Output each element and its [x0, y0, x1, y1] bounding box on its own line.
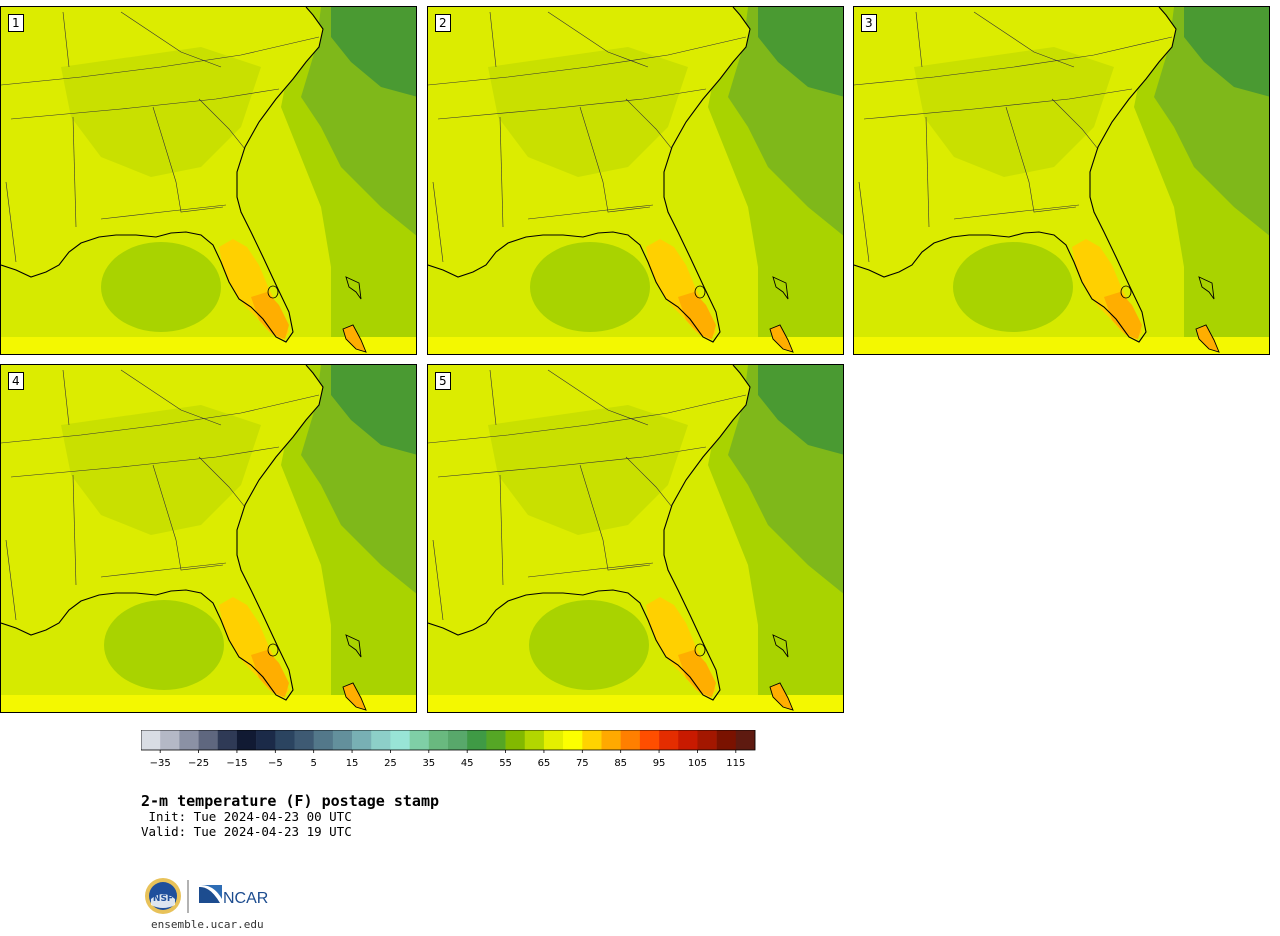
map-panel-1: 1	[0, 6, 417, 355]
colorbar-segment	[735, 730, 756, 750]
temperature-map	[428, 365, 843, 712]
colorbar-segment	[198, 730, 219, 750]
colorbar-segment	[582, 730, 602, 750]
colorbar-segment	[236, 730, 257, 750]
colorbar-segment	[448, 730, 468, 750]
colorbar-tick-label: 105	[688, 758, 707, 769]
colorbar-tick-label: 45	[461, 758, 474, 769]
map-layers	[1, 365, 416, 712]
panel-number-label: 1	[8, 14, 24, 32]
colorbar-segment	[697, 730, 717, 750]
colorbar-segment	[639, 730, 660, 750]
colorbar-segment	[179, 730, 199, 750]
map-panel-5: 5	[427, 364, 844, 713]
panel-number-label: 5	[435, 372, 451, 390]
colorbar-segment	[486, 730, 506, 750]
temperature-colorbar: −35 −25 −15 −5 5 15 25 35 45 55 65 75 85 95 105 115	[141, 730, 756, 769]
logos: NSF NCAR	[145, 878, 268, 914]
colorbar-segment	[332, 730, 353, 750]
colorbar-segment	[601, 730, 621, 750]
temperature-map	[1, 365, 416, 712]
colorbar-tick-label: 5	[311, 758, 317, 769]
map-layers	[428, 365, 843, 712]
colorbar-tick-label: 85	[614, 758, 627, 769]
chart-title: 2-m temperature (F) postage stamp	[141, 792, 440, 810]
colorbar-segment	[620, 730, 641, 750]
colorbar-segment	[256, 730, 276, 750]
colorbar-segment	[428, 730, 449, 750]
colorbar-segment	[409, 730, 430, 750]
colorbar-segment	[467, 730, 487, 750]
colorbar-segment	[313, 730, 334, 750]
colorbar-segment	[294, 730, 314, 750]
colorbar-tick-label: −5	[268, 758, 283, 769]
colorbar-segment	[275, 730, 295, 750]
colorbar-tick-label: 25	[384, 758, 397, 769]
site-url: ensemble.ucar.edu	[151, 918, 264, 931]
map-layers	[428, 7, 843, 354]
colorbar-tick-label: 75	[576, 758, 589, 769]
panel-number-label: 4	[8, 372, 24, 390]
colorbar-tick-label: 65	[538, 758, 551, 769]
colorbar-segment	[563, 730, 583, 750]
colorbar-tick-label: 35	[422, 758, 435, 769]
valid-time-line: Valid: Tue 2024-04-23 19 UTC	[141, 824, 352, 839]
map-panel-4: 4	[0, 364, 417, 713]
colorbar-tick-label: 95	[653, 758, 666, 769]
map-panel-3: 3	[853, 6, 1270, 355]
colorbar-tick-label: −15	[226, 758, 247, 769]
temperature-map	[428, 7, 843, 354]
panel-number-label: 3	[861, 14, 877, 32]
colorbar-segment	[659, 730, 679, 750]
colorbar-tick-label: −25	[188, 758, 209, 769]
panel-number-label: 2	[435, 14, 451, 32]
colorbar-segment	[524, 730, 545, 750]
colorbar-segment	[352, 730, 372, 750]
colorbar-segment	[141, 730, 161, 750]
temperature-map	[1, 7, 416, 354]
colorbar-tick-label: 55	[499, 758, 512, 769]
colorbar-tick-label: 115	[726, 758, 745, 769]
temperature-map	[854, 7, 1269, 354]
colorbar-segment	[217, 730, 238, 750]
svg-text:NSF: NSF	[153, 894, 173, 904]
colorbar-segment	[505, 730, 526, 750]
colorbar-tick-label: 15	[346, 758, 359, 769]
colorbar-segment	[371, 730, 391, 750]
map-layers	[854, 7, 1269, 354]
colorbar-segment	[678, 730, 698, 750]
nsf-logo-icon: NSF	[145, 878, 181, 914]
colorbar-segment	[160, 730, 180, 750]
ncar-logo-icon: NCAR	[199, 885, 268, 907]
colorbar-segment	[716, 730, 737, 750]
svg-text:NCAR: NCAR	[223, 890, 268, 907]
colorbar-tick-label: −35	[150, 758, 171, 769]
colorbar-segment	[390, 730, 410, 750]
colorbar-segment	[543, 730, 564, 750]
init-time-line: Init: Tue 2024-04-23 00 UTC	[141, 809, 352, 824]
map-layers	[1, 7, 416, 354]
map-panel-2: 2	[427, 6, 844, 355]
